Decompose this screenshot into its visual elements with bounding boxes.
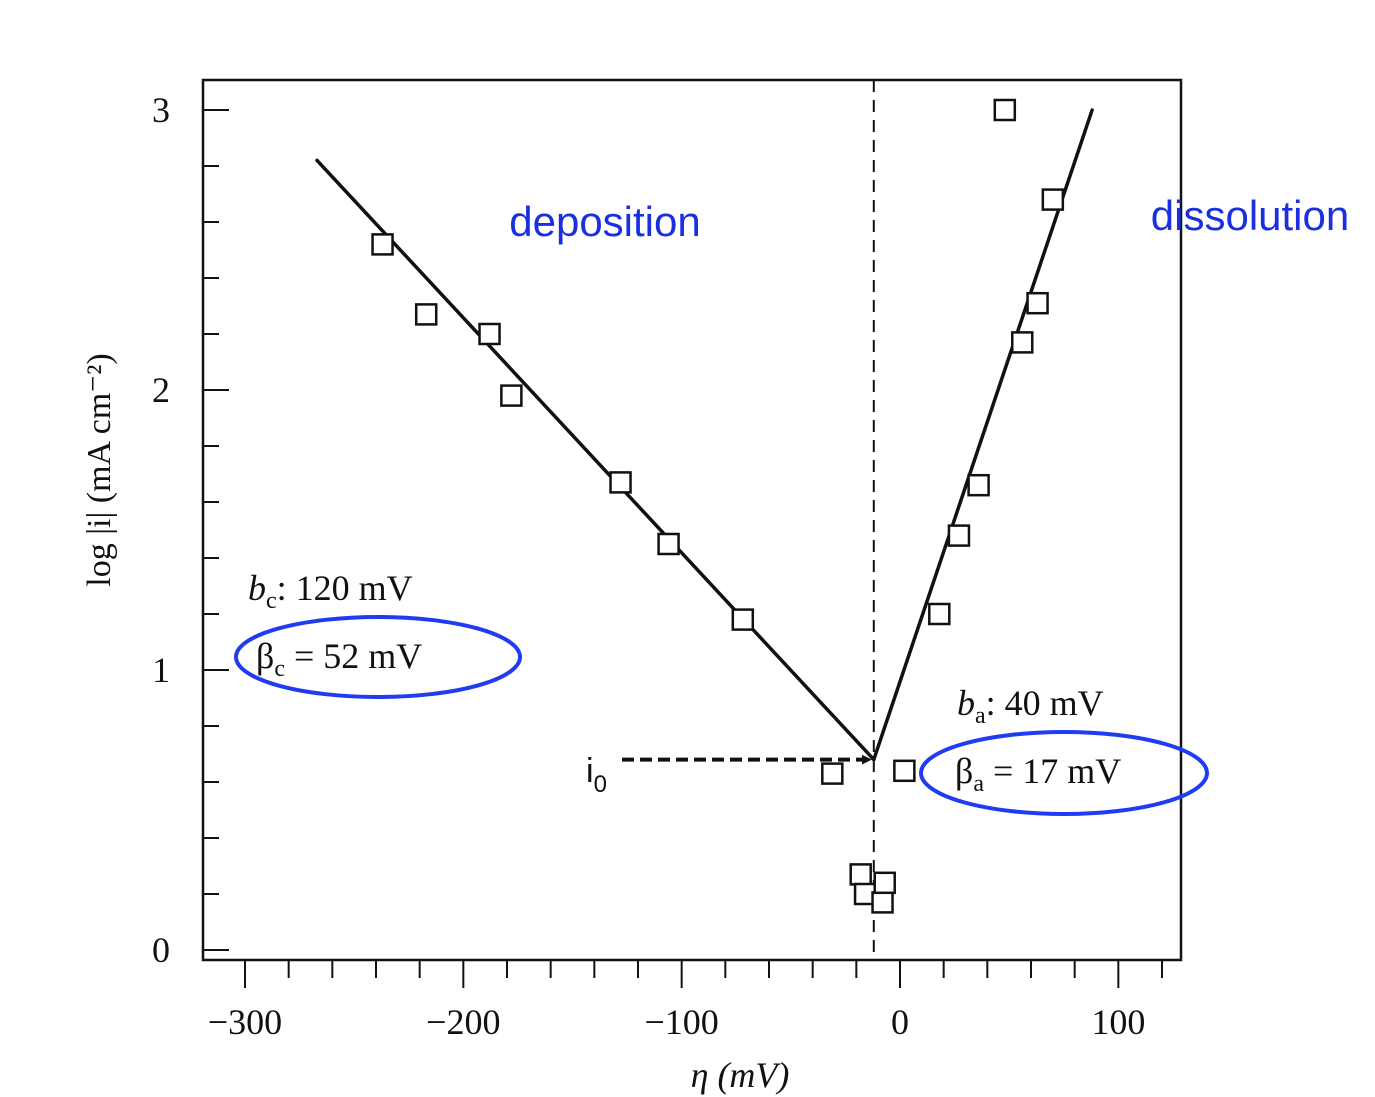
i0-label: i0: [586, 752, 607, 798]
data-point: [821, 762, 844, 785]
data-point: [1026, 291, 1049, 315]
data-point: [478, 322, 501, 346]
data-point: [657, 532, 680, 556]
series-lines: [315, 80, 1094, 960]
y-axis-ticks: [203, 109, 229, 951]
x-axis-tick-labels: −300 −200 −100 0 100: [208, 1002, 1145, 1042]
data-point: [609, 471, 632, 494]
betac-annotation: βc = 52 mV: [256, 636, 422, 682]
data-point: [993, 98, 1017, 122]
data-point: [947, 524, 971, 547]
ba-annotation: ba: 40 mV: [957, 683, 1104, 729]
bc-annotation: bc: 120 mV: [248, 568, 413, 614]
data-point: [414, 303, 438, 326]
data-point: [873, 871, 896, 895]
data-point: [371, 233, 394, 256]
x-axis-ticks: [244, 960, 1163, 988]
x-axis-label: η (mV): [691, 1055, 790, 1095]
x-tick-label: 0: [891, 1002, 909, 1042]
y-tick-label: 0: [152, 930, 170, 970]
y-tick-label: 1: [152, 650, 170, 690]
data-point: [500, 384, 523, 407]
y-axis-label: log |i| (mA cm⁻²): [81, 353, 118, 586]
y-axis-tick-labels: 0 1 2 3: [152, 90, 170, 970]
tafel-line: [315, 158, 876, 762]
deposition-label: deposition: [509, 198, 700, 245]
data-point: [849, 863, 872, 886]
data-point: [967, 473, 990, 497]
plot-frame: [201, 78, 1183, 962]
betaa-annotation: βa = 17 mV: [955, 751, 1121, 797]
dissolution-label: dissolution: [1151, 192, 1349, 239]
y-tick-label: 2: [152, 370, 170, 410]
data-point: [893, 759, 916, 783]
x-tick-label: −100: [645, 1002, 719, 1042]
data-point: [928, 602, 951, 626]
tafel-line: [872, 108, 1094, 762]
data-point: [871, 891, 894, 914]
y-tick-label: 3: [152, 90, 170, 130]
x-tick-label: 100: [1091, 1002, 1145, 1042]
plot-axes: [201, 78, 1183, 962]
data-point: [1011, 331, 1034, 354]
betaa-ellipse: [919, 730, 1209, 816]
data-point: [1041, 188, 1065, 211]
x-tick-label: −200: [426, 1002, 500, 1042]
series-points: [371, 98, 1065, 914]
betac-ellipse: [234, 615, 522, 699]
data-point: [731, 608, 755, 631]
x-tick-label: −300: [208, 1002, 282, 1042]
